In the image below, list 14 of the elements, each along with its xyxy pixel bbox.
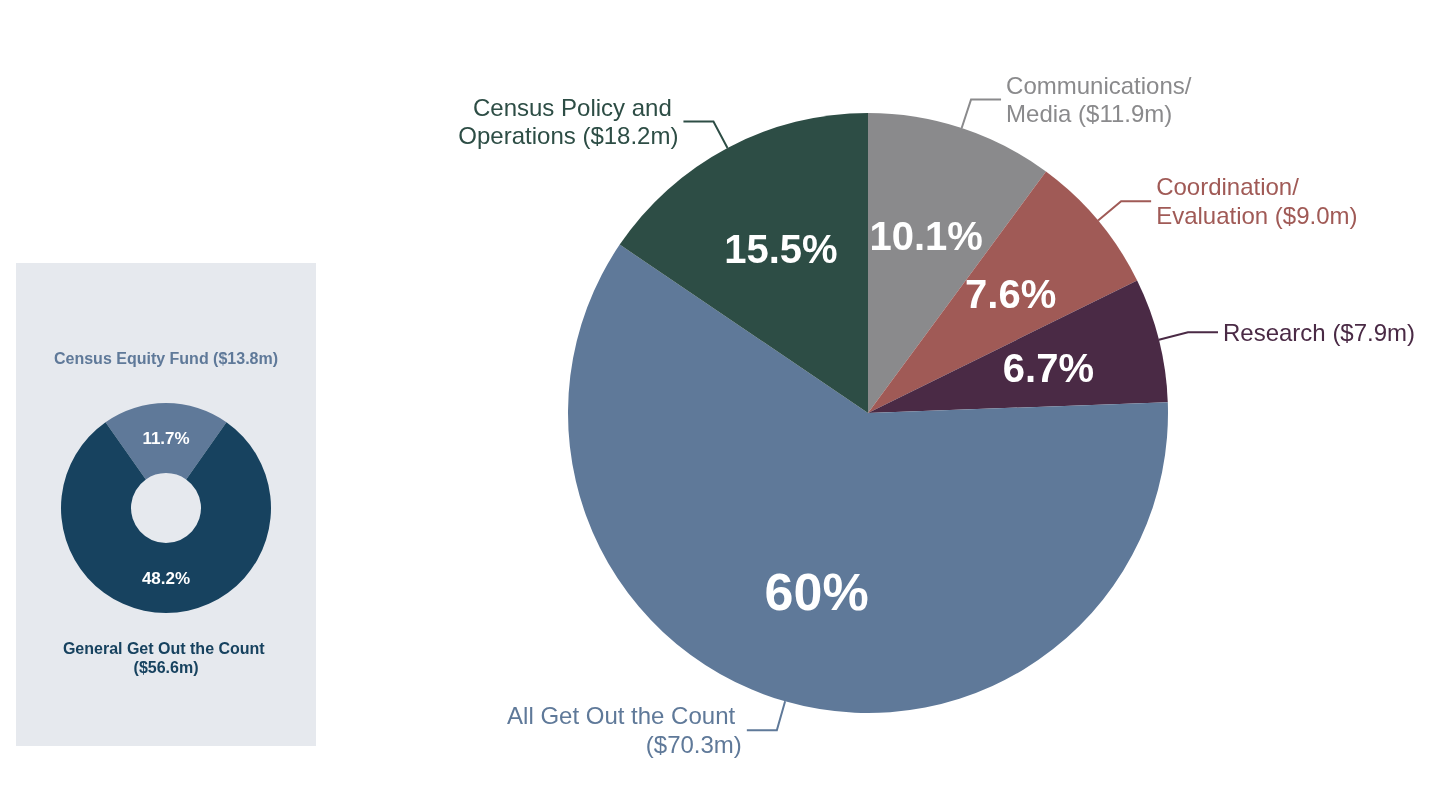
data-label: 10.1% (869, 214, 983, 259)
data-label: 11.7% (142, 428, 190, 448)
data-label: 48.2% (141, 568, 191, 588)
slice-label: Census Equity Fund ($13.8m) (53, 349, 279, 367)
slice-label: Census Policy and Operations ($18.2m) (458, 93, 679, 150)
data-label: 15.5% (724, 226, 838, 271)
slice-label: General Get Out the Count ($56.6m) (62, 639, 270, 677)
slice-label: All Get Out the Count ($70.3m) (507, 702, 742, 759)
slice-label: Coordination/ Evaluation ($9.0m) (1156, 173, 1358, 230)
slice-label: Research ($7.9m) (1223, 318, 1416, 346)
data-label: 60% (764, 562, 869, 621)
data-label: 6.7% (1002, 345, 1094, 390)
slice-label: Communications/ Media ($11.9m) (1006, 71, 1199, 128)
data-label: 7.6% (965, 271, 1057, 316)
